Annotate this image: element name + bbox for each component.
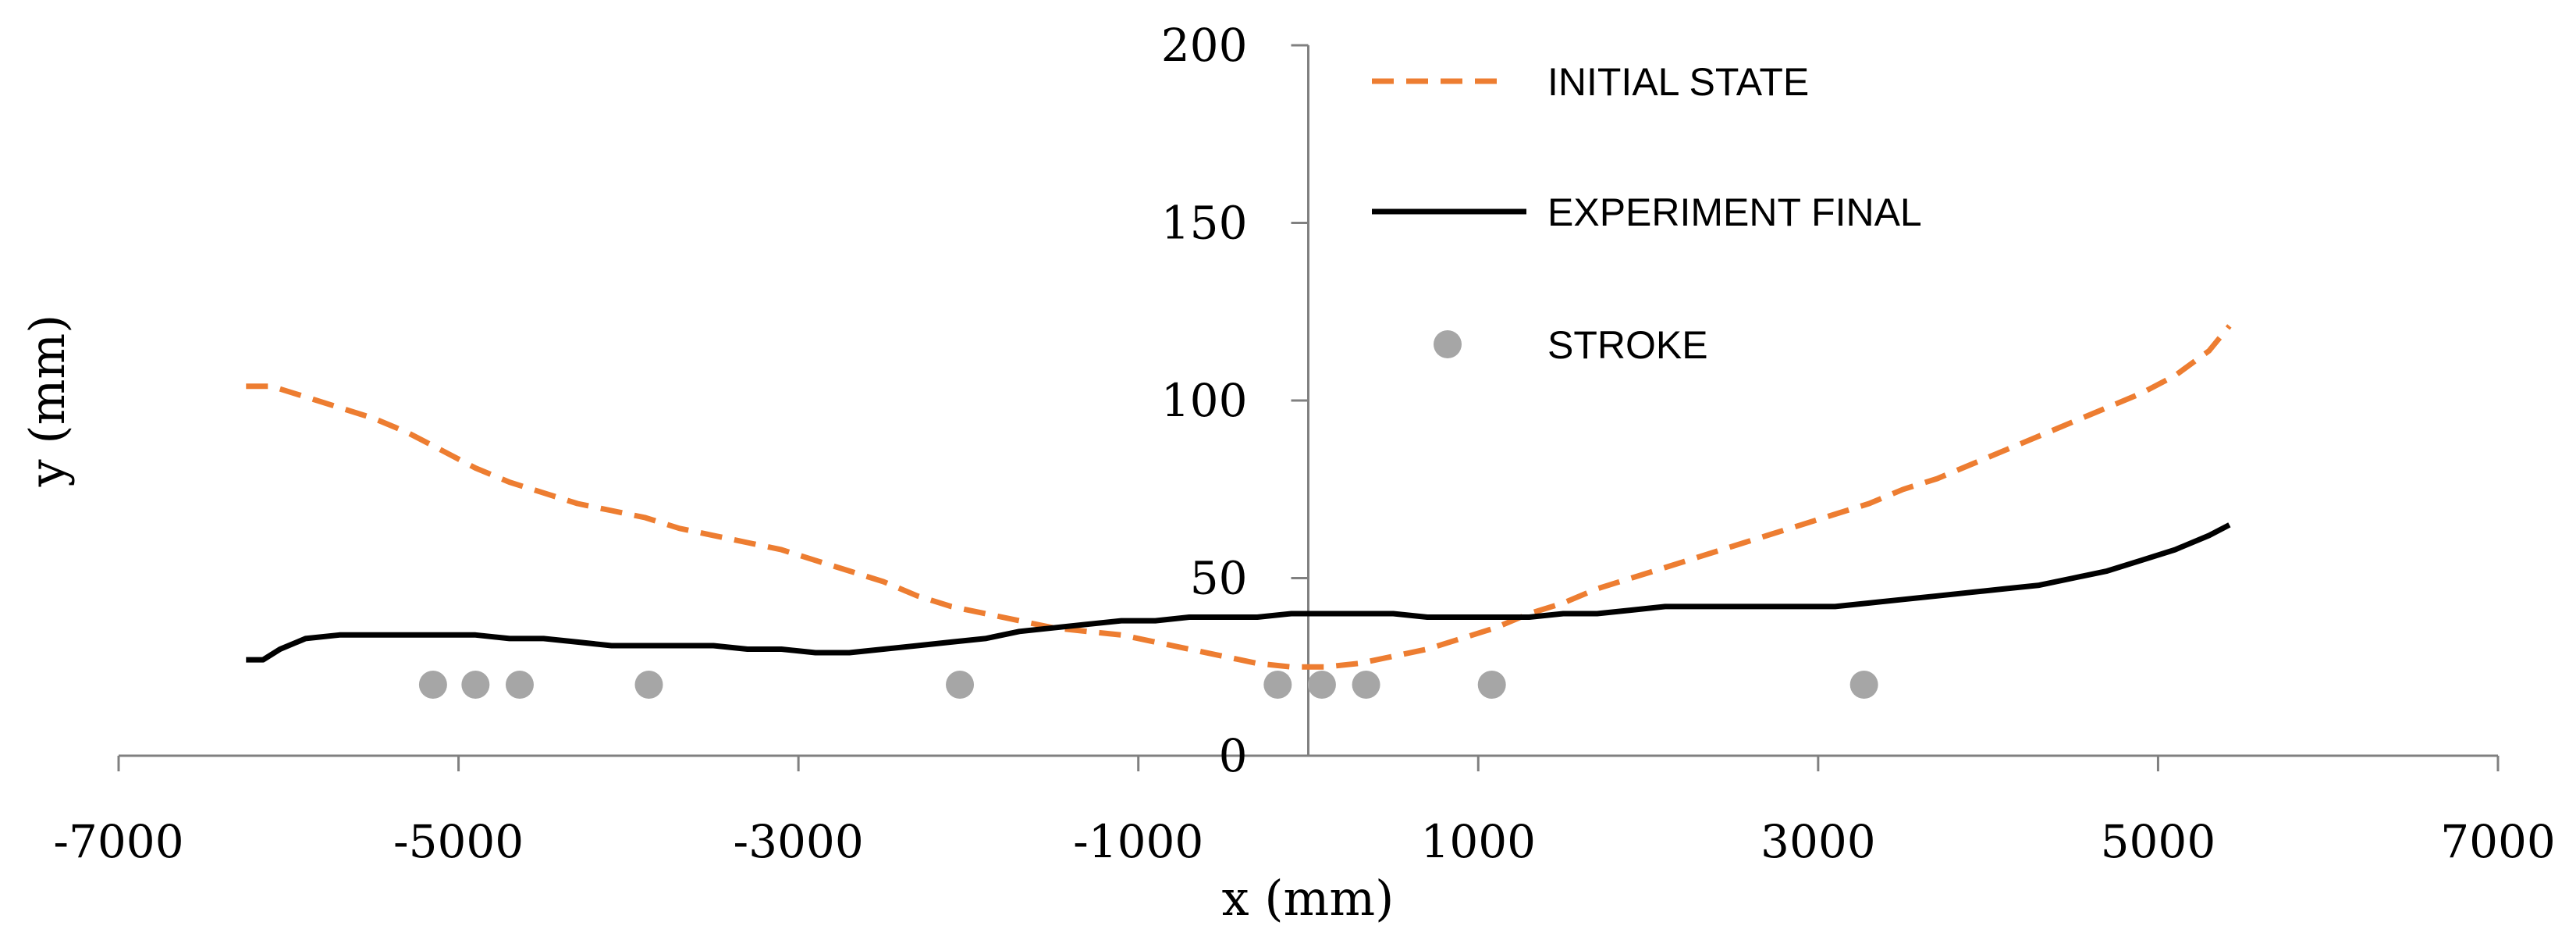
x-tick-label: 7000 (2440, 815, 2556, 868)
x-tick-label: -5000 (393, 815, 524, 868)
legend-stroke-label: STROKE (1547, 323, 1708, 367)
x-tick-label: -7000 (53, 815, 183, 868)
stroke-point (505, 671, 534, 699)
x-tick-label: -1000 (1073, 815, 1203, 868)
x-tick-label: 3000 (1761, 815, 1876, 868)
legend: INITIAL STATE EXPERIMENT FINAL STROKE (1372, 60, 1922, 367)
y-tick-label: 100 (1161, 374, 1248, 427)
y-axis-title: y (mm) (19, 315, 76, 488)
stroke-point (461, 671, 490, 699)
stroke-point (1849, 671, 1878, 699)
x-tick-label: 5000 (2101, 815, 2216, 868)
stroke-point (1263, 671, 1292, 699)
y-tick-label: 0 (1219, 729, 1248, 782)
stroke-point (1307, 671, 1336, 699)
stroke-point (634, 671, 663, 699)
x-ticks: -7000 -5000 -3000 -1000 1000 3000 5000 7000 (53, 756, 2556, 868)
legend-stroke-swatch (1434, 330, 1462, 358)
stroke-point (946, 671, 975, 699)
series-layer (246, 324, 2232, 699)
x-tick-label: 1000 (1420, 815, 1536, 868)
x-axis-title: x (mm) (1222, 870, 1395, 927)
legend-initial-state-label: INITIAL STATE (1547, 60, 1809, 104)
stroke-point (1352, 671, 1380, 699)
y-ticks: 0 50 100 150 200 (1161, 19, 1309, 782)
y-tick-label: 150 (1161, 197, 1248, 250)
legend-experiment-final-label: EXPERIMENT FINAL (1547, 190, 1922, 234)
initial-state-line (246, 324, 2232, 670)
y-tick-label: 50 (1190, 552, 1248, 605)
x-tick-label: -3000 (734, 815, 864, 868)
y-tick-label: 200 (1161, 19, 1248, 72)
stroke-point (418, 671, 447, 699)
experiment-final-line (246, 522, 2231, 663)
stroke-point (1477, 671, 1506, 699)
